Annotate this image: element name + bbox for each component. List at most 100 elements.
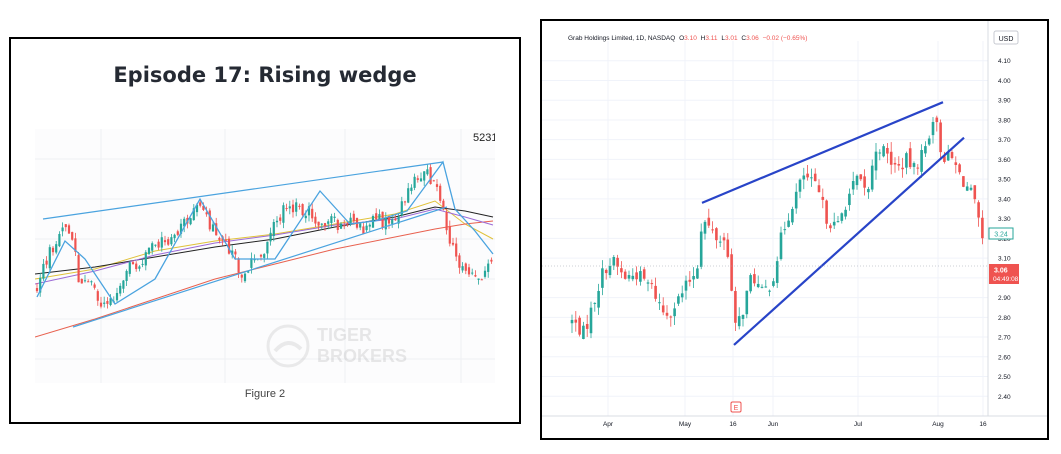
candle-body (80, 279, 83, 284)
candle-body (189, 218, 192, 225)
candle-body (779, 232, 783, 260)
candle-body (253, 259, 256, 261)
candle-body (471, 272, 474, 274)
candle-body (394, 218, 397, 221)
ohlc-high-value: 3.11 (705, 35, 718, 42)
candle-body (179, 223, 183, 234)
candle-body (604, 269, 608, 274)
earnings-marker[interactable] (730, 401, 742, 413)
candle-body (215, 223, 218, 236)
candle-body (359, 223, 362, 228)
candle-body (163, 240, 167, 243)
candle-body (202, 205, 205, 210)
candle-body (589, 307, 593, 334)
candle-body (821, 196, 825, 200)
candle-body (119, 285, 122, 294)
candle-body (314, 216, 317, 224)
candle-body (692, 276, 695, 280)
candle-body (935, 117, 939, 123)
candle-body (320, 223, 323, 225)
ohlc-change: −0.02 (−0.65%) (763, 35, 808, 42)
candle-body (665, 312, 669, 316)
candle-body (734, 290, 737, 323)
candle-body (250, 258, 253, 268)
candle-body (349, 217, 352, 225)
candle-body (211, 224, 215, 232)
candle-body (570, 319, 574, 324)
candle-body (435, 184, 439, 187)
candle-body (897, 164, 901, 166)
candle-body (958, 164, 961, 173)
watermark-line2: BROKERS (317, 346, 407, 366)
candle-body (432, 180, 435, 182)
zigzag-line (36, 160, 494, 305)
candle-body (304, 215, 307, 219)
y-tick-label: 3.50 (998, 177, 1011, 184)
candle-body (965, 186, 969, 191)
candle-body (218, 237, 221, 240)
candle-body (77, 255, 80, 283)
candle-body (333, 216, 336, 218)
candle-body (658, 302, 661, 304)
candle-body (157, 241, 160, 248)
currency-button[interactable] (993, 30, 1019, 45)
candle-body (908, 148, 912, 168)
candle-body (783, 229, 787, 231)
x-tick-label: May (679, 421, 692, 428)
candle-body (103, 302, 106, 304)
candle-body (601, 268, 604, 288)
candle-body (677, 296, 680, 304)
candle-body (673, 308, 676, 317)
candle-body (387, 215, 391, 224)
candle-body (160, 237, 163, 248)
currency-label[interactable]: USD (999, 36, 1014, 43)
candle-body (445, 211, 448, 231)
candle-body (950, 152, 954, 159)
candle-body (703, 221, 707, 234)
candle-body (458, 255, 461, 268)
candle-body (451, 242, 455, 245)
candle-body (870, 165, 874, 190)
ohlc-low-label: L (721, 35, 725, 42)
candle-body (578, 317, 581, 335)
wedge-lower-trendline (72, 206, 448, 328)
candle-body (279, 217, 282, 221)
candle-body (715, 228, 718, 241)
left-chart: TIGER BROKERS 5231 (35, 129, 495, 383)
candle-body (183, 218, 186, 227)
candle-body (608, 266, 612, 276)
candle-body (946, 151, 950, 161)
candle-body (154, 244, 157, 246)
candle-body (39, 277, 42, 293)
candle-body (263, 254, 266, 258)
candle-body (798, 179, 802, 192)
candle-body (802, 175, 806, 180)
candle-body (407, 188, 410, 203)
candle-body (973, 185, 977, 200)
x-tick-label: Apr (603, 421, 614, 428)
candle-body (612, 256, 616, 266)
candle-body (882, 146, 885, 157)
candle-body (141, 263, 144, 265)
candle-body (878, 152, 882, 154)
earnings-marker-label[interactable]: E (734, 405, 739, 412)
candle-body (737, 316, 741, 327)
candle-body (867, 189, 870, 193)
candle-body (368, 224, 371, 227)
wedge-lower-trendline (733, 136, 965, 346)
candle-body (859, 174, 863, 180)
candle-body (339, 223, 343, 229)
candle-body (266, 241, 269, 254)
candle-body (128, 262, 131, 274)
candle-body (753, 274, 756, 284)
candle-body (730, 254, 733, 291)
candle-body (381, 211, 384, 228)
candle-body (741, 314, 745, 319)
y-tick-label: 4.00 (998, 78, 1011, 85)
y-tick-label: 2.40 (998, 394, 1011, 401)
y-tick-label: 2.90 (998, 295, 1011, 302)
candle-body (455, 243, 458, 257)
candle-body (192, 208, 195, 221)
candle-body (461, 266, 464, 271)
candle-body (426, 169, 429, 175)
